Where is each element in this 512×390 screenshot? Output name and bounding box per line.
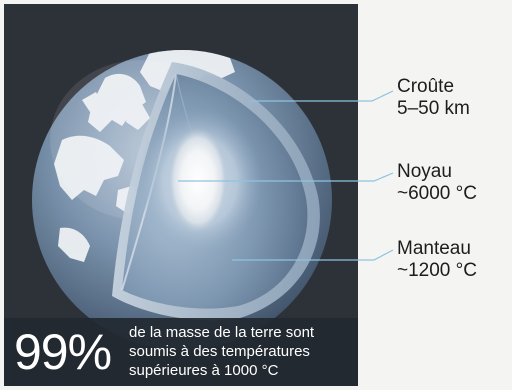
- mantle-label: Manteau ~1200 °C: [397, 238, 477, 282]
- crust-label: Croûte 5–50 km: [397, 76, 470, 120]
- crust-name: Croûte: [397, 76, 455, 97]
- mantle-name: Manteau: [397, 238, 471, 259]
- crust-leader-line: [250, 90, 394, 102]
- core-name: Noyau: [397, 161, 452, 182]
- statistic-bar: 99% de la masse de la terre sont soumis …: [4, 318, 358, 386]
- crust-value: 5–50 km: [397, 98, 470, 119]
- mantle-value: ~1200 °C: [397, 260, 477, 281]
- stat-description: de la masse de la terre sont soumis à de…: [129, 323, 314, 380]
- cutaway-wedge: [112, 62, 320, 321]
- stat-line: soumis à des températures: [129, 343, 310, 360]
- core-label: Noyau ~6000 °C: [397, 161, 477, 205]
- leader-lines: [178, 90, 394, 261]
- mantle-leader-line: [232, 249, 394, 261]
- core-leader-line: [178, 172, 394, 182]
- stat-line: de la masse de la terre sont: [129, 324, 315, 341]
- stat-line: supérieures à 1000 °C: [129, 362, 279, 379]
- stat-percentage: 99%: [14, 324, 112, 380]
- core-value: ~6000 °C: [397, 183, 477, 204]
